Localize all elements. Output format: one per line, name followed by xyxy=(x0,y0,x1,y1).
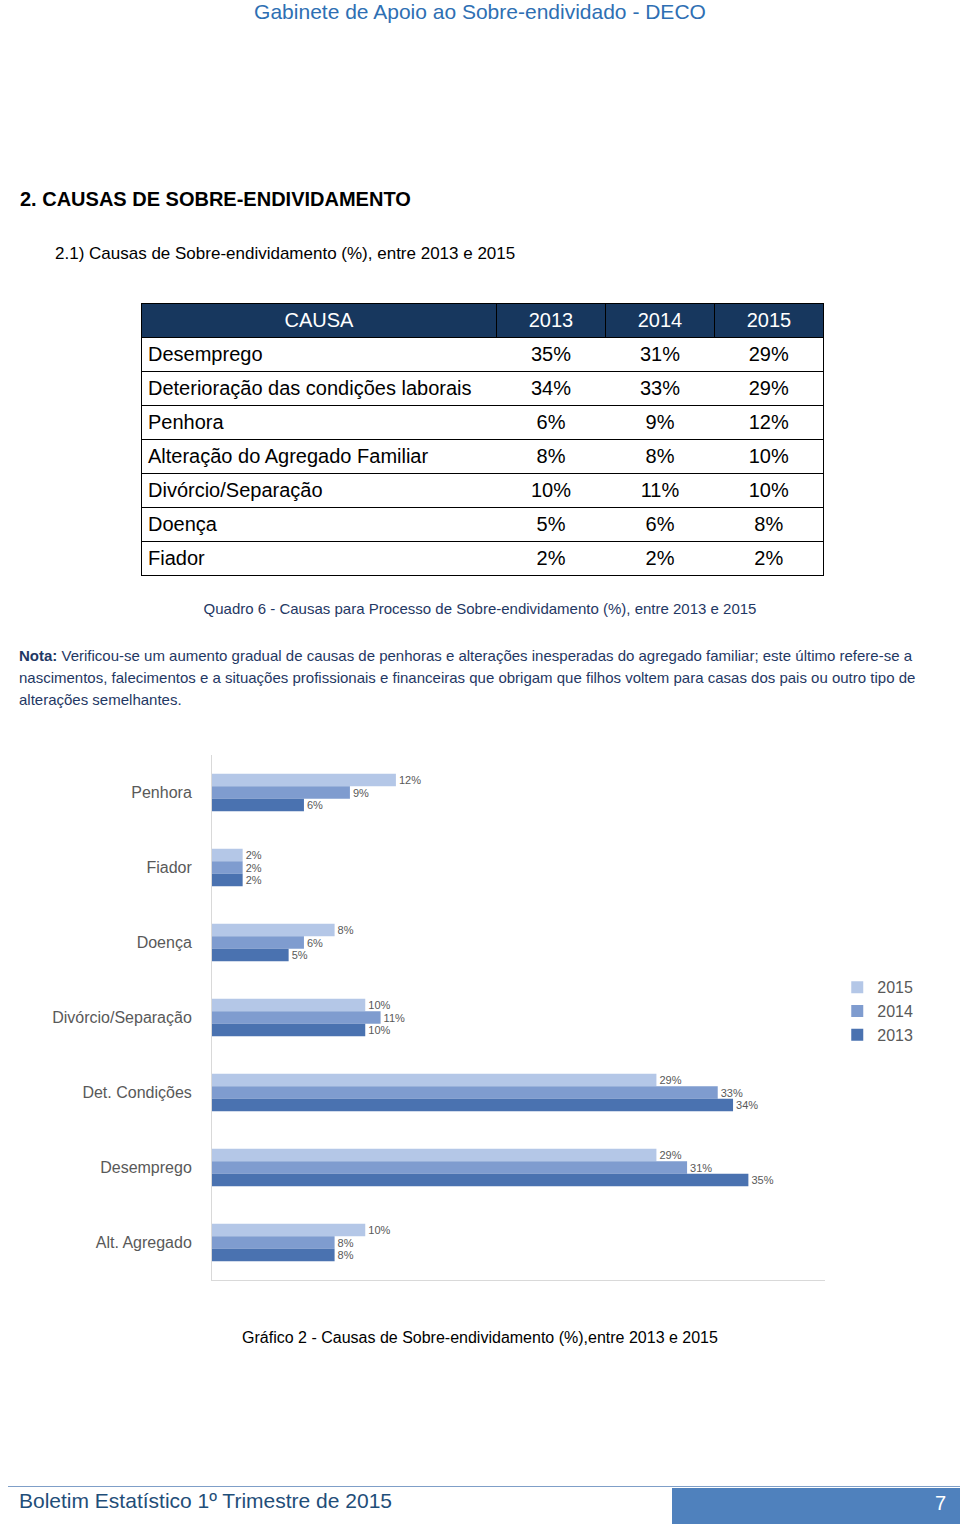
html-text:Desemprego: Desemprego xyxy=(148,343,263,365)
svg-text:8%: 8% xyxy=(338,1237,354,1249)
svg-text:8%: 8% xyxy=(338,924,354,936)
svg-text:Desemprego: Desemprego xyxy=(100,1159,192,1176)
svg-text:9%: 9% xyxy=(353,787,369,799)
html-text:Gabinete de Apoio ao Sobre-end: Gabinete de Apoio ao Sobre-endividado - … xyxy=(254,0,706,23)
svg-text:Divórcio/Separação: Divórcio/Separação xyxy=(52,1009,192,1026)
html-text:Alteração do Agregado Familiar: Alteração do Agregado Familiar xyxy=(148,445,429,467)
html-text:9%: 9% xyxy=(645,411,675,433)
html-text:8%: 8% xyxy=(645,445,675,467)
html-text:31%: 31% xyxy=(640,343,680,365)
svg-text:29%: 29% xyxy=(659,1074,681,1086)
html-text:2%: 2% xyxy=(754,547,784,569)
html-text:11%: 11% xyxy=(640,479,680,501)
html-text:34%: 34% xyxy=(531,377,571,399)
svg-text:31%: 31% xyxy=(690,1162,712,1174)
html-text:2. CAUSAS DE SOBRE-ENDIVIDAMEN: 2. CAUSAS DE SOBRE-ENDIVIDAMENTO xyxy=(20,188,411,210)
html-text:2.1) Causas de Sobre-endividam: 2.1) Causas de Sobre-endividamento (%), … xyxy=(55,244,516,263)
html-text:Fiador: Fiador xyxy=(148,547,205,569)
svg-text:2015: 2015 xyxy=(877,979,913,996)
html-text:2013: 2013 xyxy=(528,309,574,331)
html-text:Nota: Verificou-se um aumento: Nota: Verificou-se um aumento gradual de… xyxy=(19,647,916,708)
html-text:2%: 2% xyxy=(645,547,675,569)
svg-text:35%: 35% xyxy=(751,1174,773,1186)
svg-text:8%: 8% xyxy=(338,1249,354,1261)
svg-text:34%: 34% xyxy=(736,1099,758,1111)
svg-text:10%: 10% xyxy=(368,999,390,1011)
html-text:33%: 33% xyxy=(640,377,680,399)
html-text:10%: 10% xyxy=(531,479,571,501)
html-text:12%: 12% xyxy=(748,411,789,433)
html-text:Deterioração das condições lab: Deterioração das condições laborais xyxy=(148,377,472,399)
html-text:29%: 29% xyxy=(748,377,789,399)
html-text:CAUSA: CAUSA xyxy=(284,309,354,331)
svg-text:2013: 2013 xyxy=(877,1027,913,1044)
svg-text:12%: 12% xyxy=(399,774,421,786)
svg-text:Det. Condições: Det. Condições xyxy=(82,1084,191,1101)
html-text:6%: 6% xyxy=(536,411,566,433)
html-text:Doença: Doença xyxy=(148,513,217,535)
html-text:7: 7 xyxy=(934,1492,946,1514)
html-text:2015: 2015 xyxy=(746,309,792,331)
html-text:2014: 2014 xyxy=(637,309,683,331)
svg-text:29%: 29% xyxy=(659,1149,681,1161)
svg-text:2%: 2% xyxy=(246,862,262,874)
html-text:Boletim Estatístico 1º Trimest: Boletim Estatístico 1º Trimestre de 2015 xyxy=(19,1489,392,1512)
svg-text:5%: 5% xyxy=(292,949,308,961)
html-text:Divórcio/Separação: Divórcio/Separação xyxy=(148,479,323,501)
svg-text:Alt. Agregado: Alt. Agregado xyxy=(96,1234,192,1251)
html-text:Quadro 6 - Causas para Process: Quadro 6 - Causas para Processo de Sobre… xyxy=(203,600,757,617)
html-text:10%: 10% xyxy=(748,445,789,467)
html-text:29%: 29% xyxy=(748,343,789,365)
svg-text:Fiador: Fiador xyxy=(146,859,192,876)
html-text:Penhora: Penhora xyxy=(148,411,224,433)
svg-text:33%: 33% xyxy=(721,1087,743,1099)
svg-text:6%: 6% xyxy=(307,799,323,811)
svg-text:Doença: Doença xyxy=(137,934,192,951)
html-text:6%: 6% xyxy=(645,513,675,535)
html-text:5%: 5% xyxy=(536,513,566,535)
html-text:8%: 8% xyxy=(754,513,784,535)
svg-text:10%: 10% xyxy=(368,1024,390,1036)
svg-text:2%: 2% xyxy=(246,849,262,861)
html-text:8%: 8% xyxy=(536,445,566,467)
svg-text:6%: 6% xyxy=(307,937,323,949)
html-text:Gráfico 2 - Causas de Sobre-en: Gráfico 2 - Causas de Sobre-endividament… xyxy=(242,1329,718,1346)
html-text:2%: 2% xyxy=(536,547,566,569)
html-text:10%: 10% xyxy=(748,479,789,501)
html-text:35%: 35% xyxy=(531,343,571,365)
svg-text:10%: 10% xyxy=(368,1224,390,1236)
svg-text:2014: 2014 xyxy=(877,1003,913,1020)
svg-text:11%: 11% xyxy=(384,1012,405,1024)
svg-text:2%: 2% xyxy=(246,874,262,886)
svg-text:Penhora: Penhora xyxy=(131,784,192,801)
